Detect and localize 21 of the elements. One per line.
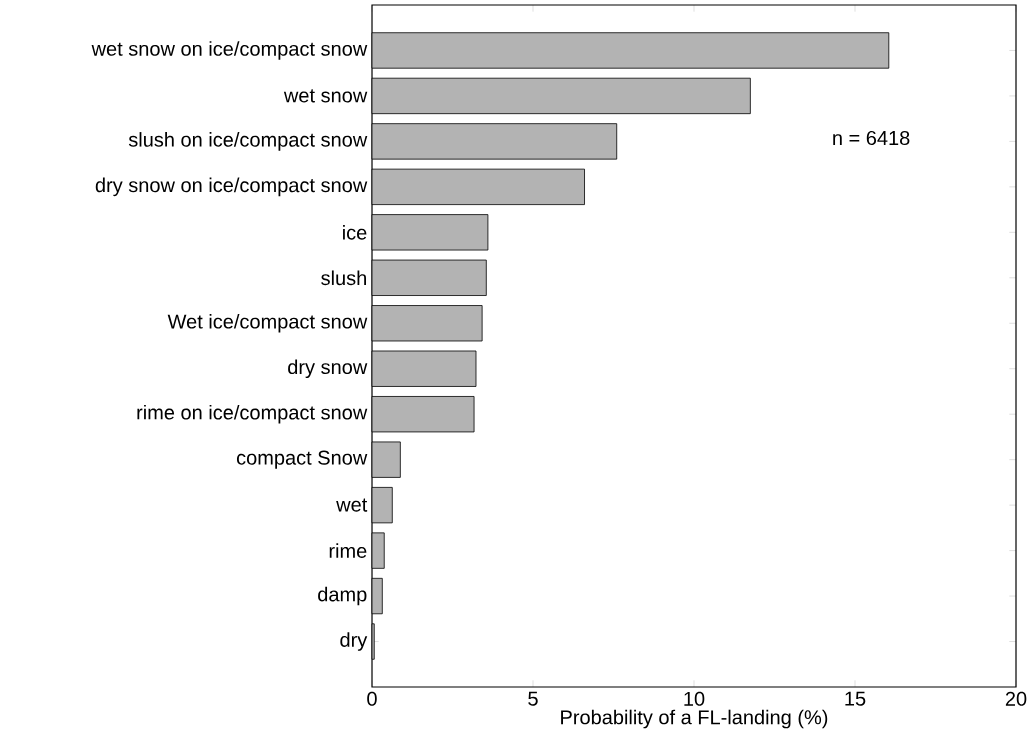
y-tick-label: wet snow xyxy=(283,89,368,103)
y-tick-label: wet xyxy=(336,498,368,512)
x-tick-label: 20 xyxy=(1005,691,1027,706)
x-tick-label: 15 xyxy=(845,691,866,706)
x-tick-label: 5 xyxy=(528,691,538,706)
y-tick-label: Wet ice/compact snow xyxy=(167,313,368,333)
y-tick-label: slush xyxy=(321,270,366,286)
annotation: n = 6418 xyxy=(833,130,910,146)
y-tick-label: dry xyxy=(340,632,368,651)
y-tick-label: slush on ice/compact snow xyxy=(128,132,368,151)
y-tick-label: ice xyxy=(343,224,367,240)
y-tick-label: dry snow on ice/compact snow xyxy=(95,177,368,197)
y-tick-label: dry snow xyxy=(288,359,368,379)
y-tick-label: rime xyxy=(329,543,367,558)
x-axis-title: Probability of a FL-landing (%) xyxy=(561,709,828,729)
x-tick-label: 0 xyxy=(367,691,377,706)
y-tick-label: damp xyxy=(318,586,367,606)
y-tick-label: rime on ice/compact snow xyxy=(137,404,368,424)
y-tick-label: wet snow on ice/compact snow xyxy=(91,41,368,60)
y-tick-label: compact Snow xyxy=(236,450,368,469)
x-tick-label: 10 xyxy=(684,691,705,706)
